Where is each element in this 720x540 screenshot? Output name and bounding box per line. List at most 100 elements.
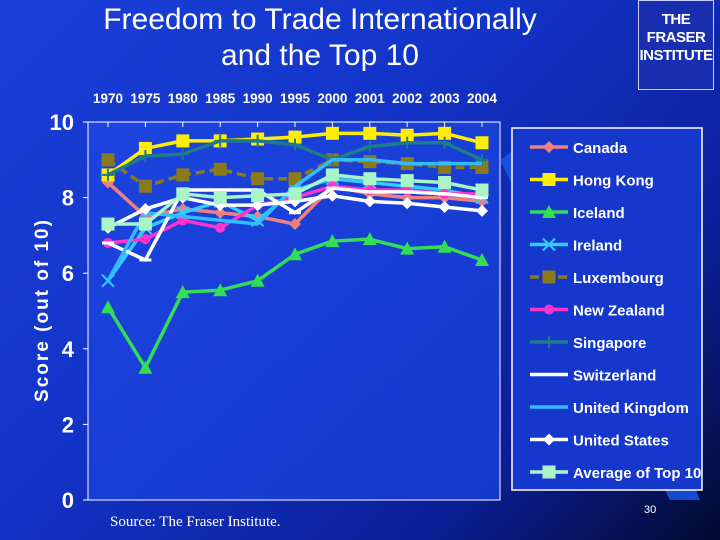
series-singapore	[102, 134, 488, 181]
data-point	[176, 134, 190, 148]
legend-item: Switzerland	[530, 368, 656, 385]
data-point	[250, 273, 265, 287]
legend-item: Luxembourg	[530, 270, 664, 287]
data-point	[325, 126, 339, 140]
legend-swatch-marker	[542, 173, 556, 186]
x-tick-label: 1995	[280, 91, 311, 106]
data-point	[140, 234, 151, 245]
data-point	[101, 217, 115, 231]
legend-label: United Kingdom	[573, 400, 689, 417]
data-point	[288, 187, 302, 201]
x-tick-label: 2001	[355, 91, 386, 106]
series-united-kingdom	[106, 158, 482, 282]
legend-label: Switzerland	[573, 368, 656, 385]
logo-line-1: THE FRASER	[646, 11, 706, 46]
data-point	[138, 217, 152, 231]
legend-label: Canada	[573, 140, 628, 157]
data-point	[326, 189, 339, 202]
slide-title-line-2: and the Top 10	[221, 39, 419, 72]
legend-item: Canada	[530, 140, 628, 157]
legend-item: Ireland	[530, 238, 622, 255]
series-layer	[101, 126, 489, 374]
y-tick-label: 8	[62, 186, 74, 211]
legend: Canada Hong Kong Iceland Ireland Luxembourg N…	[530, 140, 701, 482]
data-point	[438, 175, 452, 189]
data-point	[401, 136, 414, 149]
data-point	[325, 168, 339, 182]
legend-swatch-marker	[544, 304, 554, 315]
legend-item: Singapore	[530, 335, 646, 352]
legend-item: Iceland	[530, 205, 625, 222]
legend-swatch-marker	[542, 205, 556, 218]
series-hong-kong	[101, 126, 489, 182]
source-note: Source: The Fraser Institute.	[110, 514, 281, 530]
data-point	[401, 197, 414, 210]
x-tick-label: 2003	[430, 91, 461, 106]
x-tick-label: 1985	[205, 91, 236, 106]
data-point	[363, 172, 377, 186]
data-point	[213, 162, 227, 176]
legend-label: Luxembourg	[573, 270, 664, 287]
slide-title: Freedom to Trade Internationally and the…	[40, 2, 600, 74]
y-tick-label: 10	[50, 110, 74, 135]
data-point	[214, 206, 227, 219]
legend-label: Ireland	[573, 238, 622, 255]
legend-item: United Kingdom	[530, 400, 689, 417]
data-point	[475, 136, 489, 150]
page-number: 30	[644, 504, 657, 516]
series-average-of-top-10	[101, 168, 489, 231]
y-axis: 0 2 4 6 8 10	[50, 110, 89, 513]
data-point	[139, 202, 152, 215]
y-axis-label: Score (out of 10)	[32, 218, 53, 402]
data-point	[476, 204, 488, 217]
legend-swatch-marker	[542, 270, 556, 284]
data-point	[215, 222, 226, 233]
data-point	[475, 252, 489, 266]
data-point	[325, 234, 340, 248]
data-point	[363, 126, 377, 140]
data-point	[139, 150, 152, 163]
data-point	[251, 189, 265, 203]
data-point	[475, 183, 489, 197]
legend-item: United States	[530, 433, 669, 450]
data-point	[176, 168, 190, 182]
series-line	[106, 158, 482, 282]
legend-swatch-marker	[543, 141, 555, 153]
data-point	[438, 201, 451, 214]
legend-label: Iceland	[573, 205, 625, 222]
data-point	[251, 172, 265, 186]
data-point	[289, 138, 301, 151]
data-point	[363, 195, 376, 208]
data-point	[101, 300, 115, 314]
y-tick-label: 2	[62, 412, 74, 437]
data-point	[138, 179, 152, 193]
legend-swatch-marker	[542, 465, 556, 479]
legend-label: Singapore	[573, 335, 646, 352]
legend-swatch-marker	[542, 237, 556, 252]
y-tick-label: 0	[62, 488, 74, 513]
legend-label: United States	[573, 433, 669, 450]
data-point	[101, 153, 115, 167]
x-tick-label: 1975	[130, 91, 161, 106]
legend-item: Hong Kong	[530, 173, 654, 190]
legend-swatch-marker	[543, 336, 555, 348]
y-tick-label: 4	[62, 337, 75, 362]
data-point	[251, 134, 264, 147]
legend-label: New Zealand	[573, 303, 665, 320]
data-point	[400, 174, 414, 188]
series-iceland	[101, 232, 489, 374]
data-point	[138, 360, 153, 374]
data-point	[363, 140, 376, 153]
data-point	[437, 239, 452, 253]
data-point	[362, 232, 377, 246]
fraser-institute-logo: THE FRASER INSTITUTE	[638, 0, 714, 90]
legend-item: New Zealand	[530, 303, 665, 320]
x-tick-label: 2002	[392, 91, 422, 106]
data-point	[288, 247, 302, 261]
y-tick-label: 6	[62, 261, 74, 286]
data-point	[176, 187, 190, 201]
x-tick-label: 1970	[93, 91, 123, 106]
data-point	[289, 218, 301, 231]
series-united-states	[102, 189, 488, 234]
